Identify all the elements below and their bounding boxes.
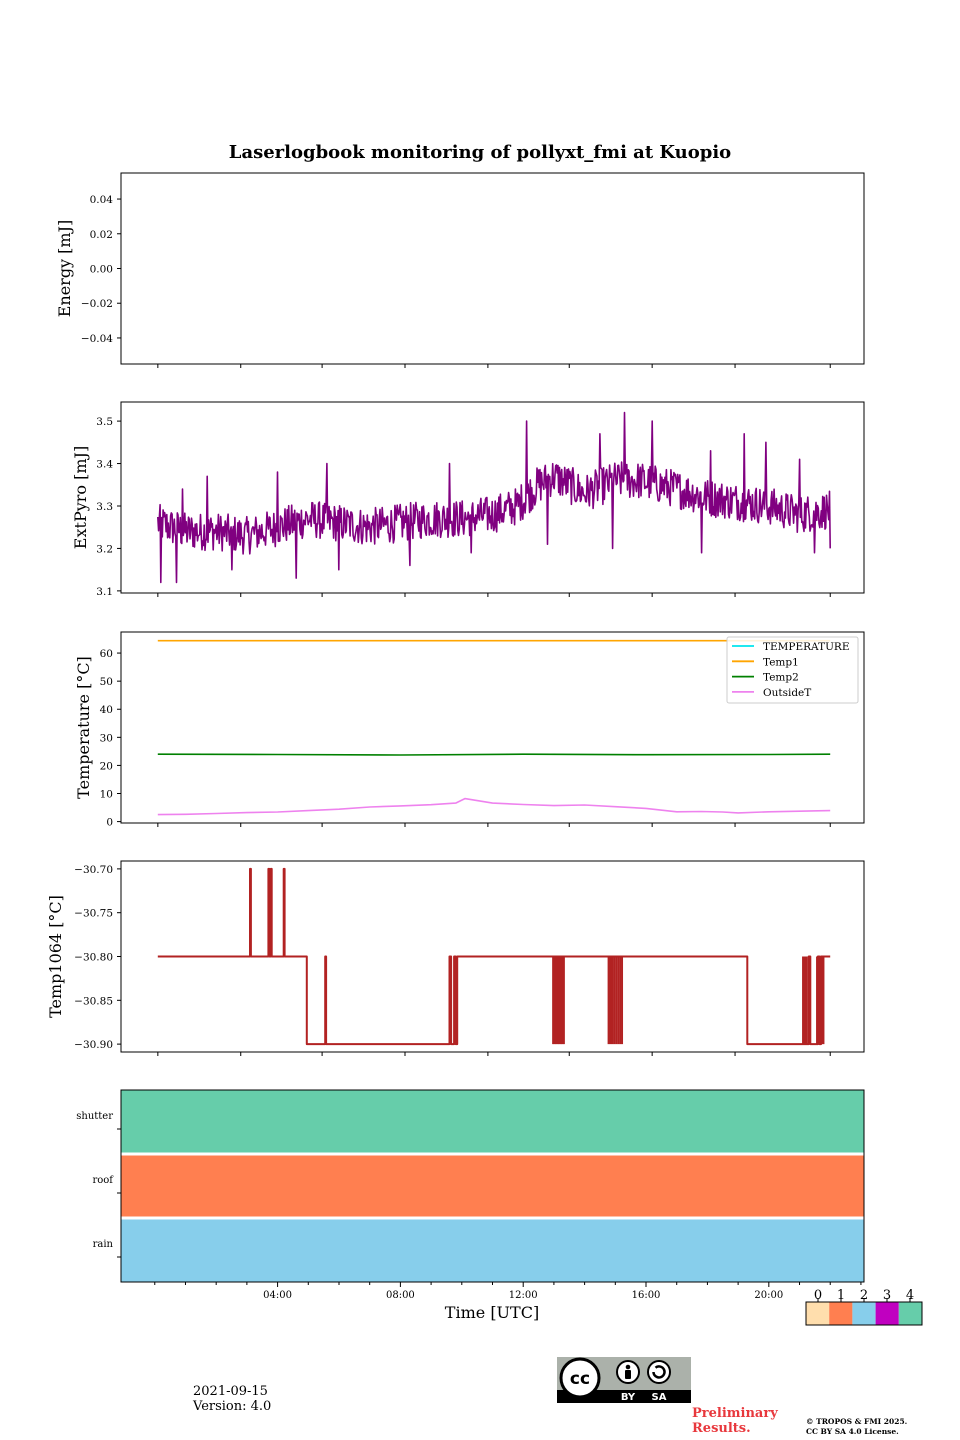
x-tick-label: 04:00 xyxy=(263,1290,292,1301)
series-line-temp2 xyxy=(157,753,831,756)
x-tick-label: 16:00 xyxy=(632,1290,661,1301)
cc-by-sa-license-badge: cc BY SA xyxy=(557,1357,691,1403)
y-tick-label: 50 xyxy=(100,676,113,688)
colorbar-swatch xyxy=(852,1302,876,1325)
temp1064-panel: −30.90 −30.85 −30.80 −30.75 −30.70 Temp1064 [… xyxy=(46,860,865,1056)
date-version-block: 2021-09-15 Version: 4.0 xyxy=(193,1384,271,1414)
y-tick-label: 3.5 xyxy=(96,416,113,428)
y-tick-label: −30.70 xyxy=(74,864,113,876)
y-tick-label: 10 xyxy=(100,789,113,801)
cc-circle-icon xyxy=(559,1357,601,1399)
colorbar-tick-label: 3 xyxy=(883,1288,891,1303)
legend-box xyxy=(726,636,859,704)
cc-mark: cc xyxy=(570,1369,590,1389)
colorbar-tick-label: 4 xyxy=(906,1288,914,1303)
preliminary-line-1: Preliminary xyxy=(692,1406,778,1421)
y-tick-label: −30.75 xyxy=(74,908,113,920)
version-label: Version: 4.0 xyxy=(193,1399,272,1414)
status-row-roof xyxy=(121,1154,864,1218)
y-tick-label: −0.04 xyxy=(81,333,113,345)
extpyro-panel: 3.1 3.2 3.3 3.4 3.5 ExtPyro [mJ] xyxy=(71,401,865,598)
y-tick-label: 0.00 xyxy=(90,264,113,276)
y-tick-label: 20 xyxy=(100,760,113,772)
x-tick-label: 20:00 xyxy=(754,1290,783,1301)
colorbar-tick-label: 1 xyxy=(837,1288,845,1303)
y-tick-label: −0.02 xyxy=(81,298,113,310)
x-tick-label: 12:00 xyxy=(509,1290,538,1301)
series-line-temp1064 xyxy=(157,867,831,1046)
person-head-icon xyxy=(625,1364,631,1370)
y-tick-label: 3.3 xyxy=(96,501,113,513)
status-row-label-rain: rain xyxy=(93,1239,114,1250)
share-alike-arrow-icon xyxy=(652,1365,666,1379)
y-tick-label: 0.04 xyxy=(90,194,114,206)
legend-label-temperature: TEMPERATURE xyxy=(763,641,850,653)
y-tick-label: 3.2 xyxy=(96,543,113,555)
energy-frame xyxy=(120,172,865,365)
y-tick-label: 3.4 xyxy=(96,459,113,471)
x-tick-label: 08:00 xyxy=(386,1290,415,1301)
energy-ylabel: Energy [mJ] xyxy=(55,220,74,318)
copyright-note: © TROPOS & FMI 2025. CC BY SA 4.0 Licens… xyxy=(806,1417,907,1437)
date-label: 2021-09-15 xyxy=(193,1384,268,1399)
copyright-line-1: © TROPOS & FMI 2025. xyxy=(806,1417,908,1426)
colorbar-swatch xyxy=(875,1302,899,1325)
status-row-label-roof: roof xyxy=(92,1175,114,1186)
y-tick-label: 0.02 xyxy=(90,229,113,241)
copyright-line-2: CC BY SA 4.0 License. xyxy=(806,1427,899,1436)
colorbar-tick-label: 0 xyxy=(814,1288,822,1303)
extpyro-ylabel: ExtPyro [mJ] xyxy=(71,446,90,549)
y-tick-label: −30.85 xyxy=(74,995,113,1007)
energy-panel: −0.04 −0.02 0.00 0.02 0.04 Energy [mJ] xyxy=(55,172,865,368)
y-tick-label: −30.80 xyxy=(74,952,113,964)
status-panel: shutter roof rain 04:00 08:00 12:00 16:00 20:00 xyxy=(76,1089,865,1301)
status-row-rain xyxy=(121,1218,864,1282)
preliminary-line-2: Results. xyxy=(692,1421,751,1436)
share-alike-icon xyxy=(647,1360,671,1384)
y-tick-label: 3.1 xyxy=(96,586,113,598)
colorbar-swatch xyxy=(829,1302,853,1325)
colorbar-swatch xyxy=(806,1302,830,1325)
status-row-label-shutter: shutter xyxy=(76,1111,113,1122)
y-tick-label: 30 xyxy=(100,732,113,744)
legend-label-temp2: Temp2 xyxy=(763,672,799,684)
temp1064-ylabel: Temp1064 [°C] xyxy=(46,895,65,1018)
x-axis-label: Time [UTC] xyxy=(445,1303,539,1322)
figure-title: Laserlogbook monitoring of pollyxt_fmi a… xyxy=(229,142,731,163)
badge-by-label: BY xyxy=(621,1392,636,1403)
colorbar-tick-label: 2 xyxy=(860,1288,868,1303)
colorbar-swatch xyxy=(898,1302,922,1325)
y-tick-label: 40 xyxy=(100,704,113,716)
temperature-ylabel: Temperature [°C] xyxy=(74,656,93,799)
y-tick-label: 0 xyxy=(106,817,113,829)
series-line-extpyro xyxy=(157,411,831,584)
person-body-icon xyxy=(625,1370,631,1379)
status-row-shutter xyxy=(121,1090,864,1154)
preliminary-results-note: Preliminary Results. xyxy=(692,1406,778,1436)
badge-sa-label: SA xyxy=(652,1392,667,1403)
extpyro-frame xyxy=(120,401,865,594)
legend-label-temp1: Temp1 xyxy=(763,656,799,668)
temperature-panel: 0 10 20 30 40 50 60 Temperature [°C] TEMPERATURE… xyxy=(74,631,865,829)
legend-label-outsidet: OutsideT xyxy=(763,687,811,699)
y-tick-label: 60 xyxy=(100,648,113,660)
y-tick-label: −30.90 xyxy=(74,1039,113,1051)
series-line-outsidet xyxy=(157,797,831,816)
